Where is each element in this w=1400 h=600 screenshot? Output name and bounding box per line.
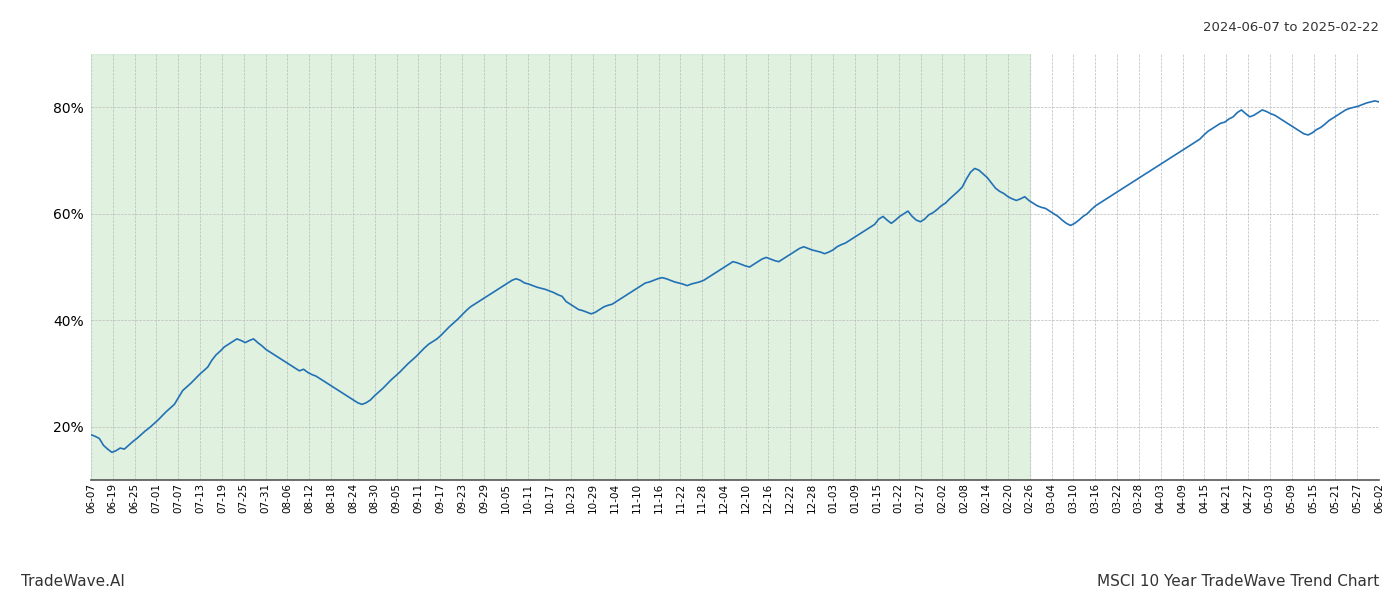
Text: TradeWave.AI: TradeWave.AI <box>21 574 125 589</box>
Bar <box>91 54 1030 480</box>
Text: MSCI 10 Year TradeWave Trend Chart: MSCI 10 Year TradeWave Trend Chart <box>1096 574 1379 589</box>
Text: 2024-06-07 to 2025-02-22: 2024-06-07 to 2025-02-22 <box>1203 21 1379 34</box>
